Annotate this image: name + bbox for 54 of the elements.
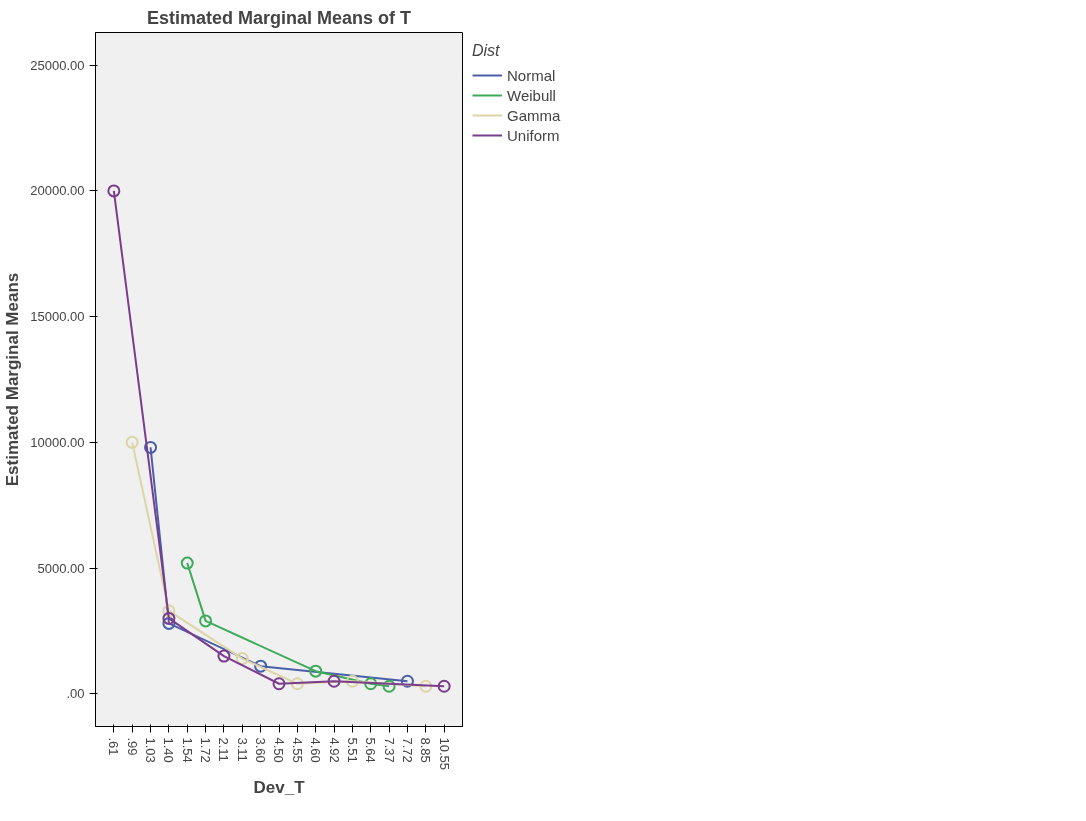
legend-label: Gamma xyxy=(507,106,561,124)
x-tick-label: .99 xyxy=(124,737,140,756)
x-tick-label: 8.85 xyxy=(418,737,434,763)
point xyxy=(327,674,341,688)
x-tick-label: 3.11 xyxy=(234,737,250,762)
y-tick-label: 15000.00 xyxy=(30,309,85,325)
point xyxy=(400,674,414,688)
x-tick-label: 7.72 xyxy=(399,737,415,763)
point xyxy=(382,679,396,693)
point xyxy=(235,652,249,666)
point xyxy=(125,435,139,449)
x-tick-label: 1.40 xyxy=(161,737,177,763)
point xyxy=(162,604,176,618)
x-tick-label: 7.37 xyxy=(381,737,397,763)
point xyxy=(162,611,176,625)
x-tick-label: 5.64 xyxy=(363,737,379,763)
x-tick-label: 10.55 xyxy=(436,737,452,771)
point xyxy=(437,679,451,693)
x-tick-label: 2.11 xyxy=(216,737,232,762)
x-tick-label: 3.60 xyxy=(253,737,269,763)
x-tick-label: 1.72 xyxy=(198,737,214,763)
x-tick-label: 1.54 xyxy=(179,737,195,763)
chart-title: Estimated Marginal Means of T xyxy=(146,7,412,28)
point xyxy=(419,679,433,693)
point xyxy=(180,556,194,570)
y-tick-label: 5000.00 xyxy=(37,560,85,576)
x-tick-label: 4.60 xyxy=(308,737,324,763)
y-tick-label: .00 xyxy=(66,686,85,702)
point xyxy=(107,184,121,198)
point xyxy=(217,649,231,663)
x-tick-label: 5.51 xyxy=(344,737,360,763)
legend-label: Weibull xyxy=(507,86,556,104)
y-tick-label: 10000.00 xyxy=(30,434,85,450)
point xyxy=(162,616,176,630)
point xyxy=(144,440,158,454)
legend-label: Normal xyxy=(507,66,556,84)
y-tick-label: 20000.00 xyxy=(30,183,85,199)
x-tick-label: 4.92 xyxy=(326,737,342,763)
point xyxy=(199,614,213,628)
point xyxy=(254,659,268,673)
legend-title: Dist xyxy=(472,42,501,60)
y-axis-title: Estimated Marginal Means xyxy=(3,272,23,487)
x-tick-label: .61 xyxy=(106,737,122,756)
point xyxy=(345,674,359,688)
point xyxy=(309,664,323,678)
point xyxy=(272,677,286,691)
point xyxy=(290,677,304,691)
legend-label: Uniform xyxy=(507,126,560,144)
x-tick-label: 1.03 xyxy=(143,737,159,763)
x-tick-label: 4.55 xyxy=(289,737,305,763)
x-axis-title: Dev_T xyxy=(253,778,306,798)
y-tick-label: 25000.00 xyxy=(30,57,85,73)
point xyxy=(364,677,378,691)
x-tick-label: 4.50 xyxy=(271,737,287,763)
